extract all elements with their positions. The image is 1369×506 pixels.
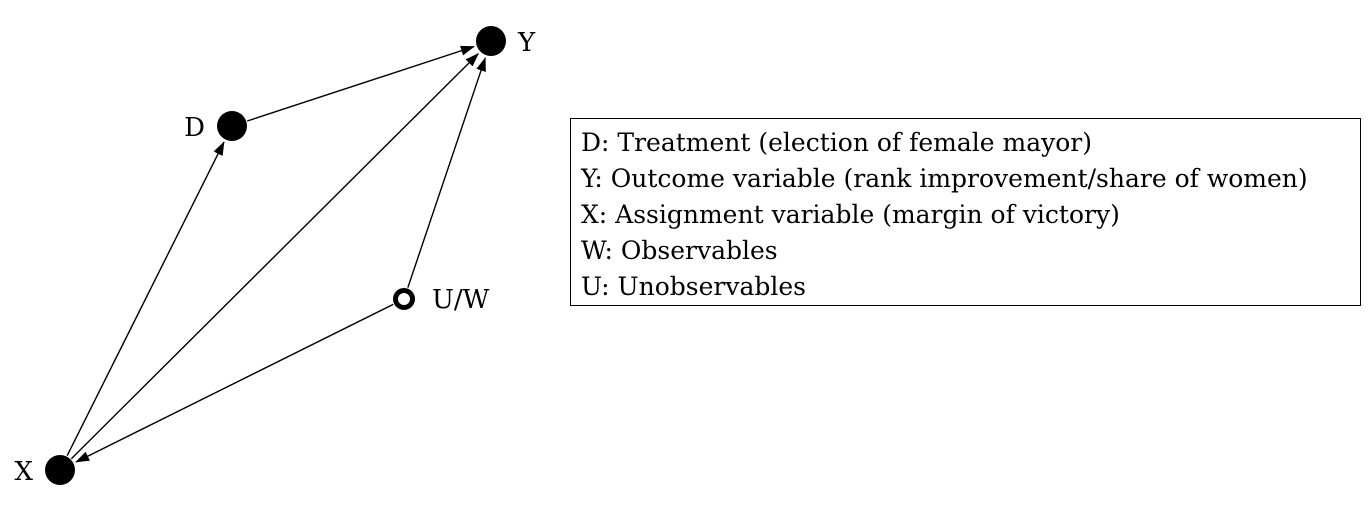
legend-item-d: D: Treatment (election of female mayor) (581, 128, 1092, 157)
node-label-d: D (184, 113, 205, 143)
node-x (45, 455, 75, 485)
causal-diagram: Y D U/W X (14, 26, 536, 487)
nodes: Y D U/W X (14, 26, 536, 487)
node-label-y: Y (517, 28, 536, 58)
edge-uw-to-x (75, 303, 394, 463)
node-d (217, 111, 247, 141)
legend-item-x: X: Assignment variable (margin of victor… (581, 200, 1120, 229)
node-uw (393, 288, 415, 310)
edge-x-to-y (70, 52, 479, 460)
edges (66, 45, 486, 463)
edge-d-to-y (246, 45, 475, 122)
legend-box: D: Treatment (election of female mayor) … (570, 118, 1361, 306)
node-label-uw: U/W (432, 285, 490, 315)
legend-item-u: U: Unobservables (581, 272, 806, 301)
edge-x-to-d (66, 141, 225, 457)
node-label-x: X (14, 457, 33, 487)
legend-item-w: W: Observables (581, 236, 778, 265)
legend-item-y: Y: Outcome variable (rank improvement/sh… (581, 164, 1308, 193)
node-y (476, 26, 506, 56)
edge-uw-to-y (407, 57, 486, 288)
